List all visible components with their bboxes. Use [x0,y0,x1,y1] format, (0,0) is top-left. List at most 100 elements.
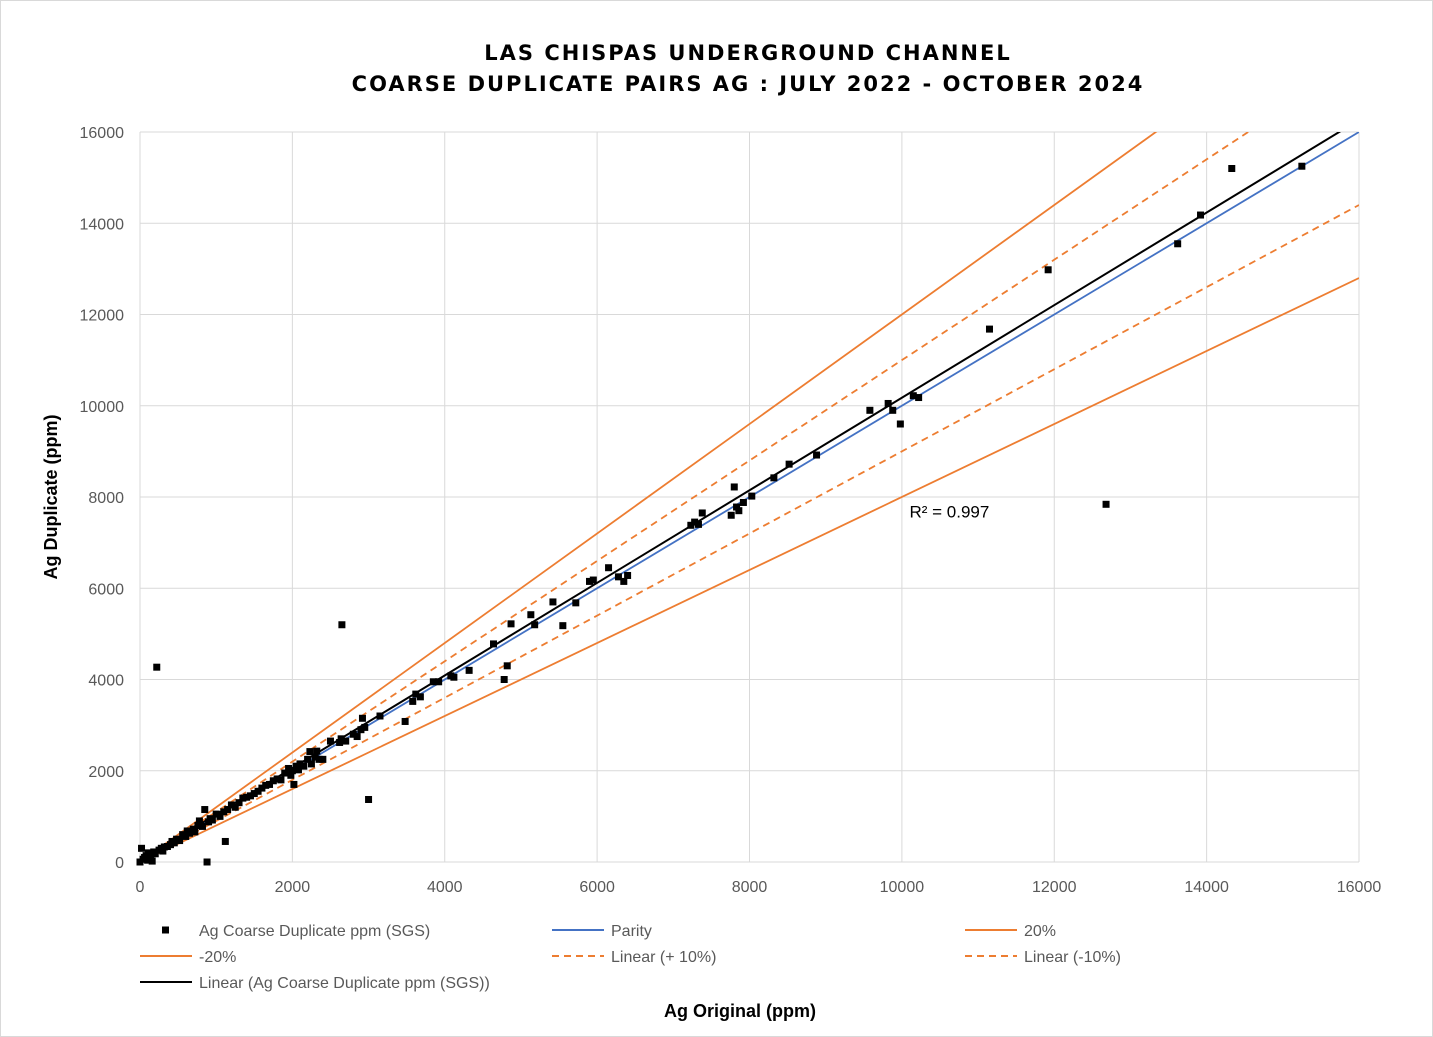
data-point [290,780,298,788]
y-tick-label: 6000 [88,581,124,598]
data-point [770,474,778,482]
x-tick-label: 12000 [1032,879,1077,896]
data-point [1044,266,1052,274]
data-point [138,844,146,852]
data-point [691,518,699,526]
data-point [500,676,508,683]
data-point [586,577,594,585]
data-point [866,406,874,414]
legend-label-linear-ag-coarse-duplicate-ppm-sgs: Linear (Ag Coarse Duplicate ppm (SGS)) [199,975,490,992]
y-tick-label: 8000 [88,490,124,507]
y-axis-ticks: 0 2000 4000 6000 8000 10000 12000 14000 16000 [80,125,125,872]
data-point [201,806,209,814]
series-line-20 [140,277,1359,862]
data-point [490,640,498,648]
data-point [224,806,232,814]
data-point [416,693,424,701]
data-point [733,503,741,511]
data-point [1102,500,1110,508]
data-point [336,738,344,746]
data-point [191,828,199,836]
data-point [614,573,622,581]
data-point [243,793,251,801]
r-squared-annotation: R² = 0.997 [909,503,989,522]
data-point [159,847,167,855]
data-point [1228,165,1236,172]
data-point [909,392,917,400]
chart-title-line-1: LAS CHISPAS UNDERGROUND CHANNEL [484,41,1011,65]
data-point [300,762,308,770]
data-point [727,511,735,519]
x-axis-label: Ag Original (ppm) [664,1001,816,1021]
y-tick-label: 0 [115,855,124,872]
data-point [572,599,580,607]
chart-title-line-2: COARSE DUPLICATE PAIRS AG : JULY 2022 - … [352,72,1145,96]
data-point [304,755,312,763]
data-point [277,776,285,784]
data-point [353,733,361,741]
data-point [231,803,239,811]
data-point [216,812,224,820]
legend-label-20: 20% [1024,923,1056,940]
data-point [212,810,220,818]
data-point [186,829,194,837]
data-point [296,760,304,768]
data-point [203,858,211,866]
series-line-linear-10 [140,204,1359,862]
x-tick-label: 0 [136,879,145,896]
y-tick-label: 12000 [80,308,125,325]
x-tick-label: 14000 [1184,879,1229,896]
data-point [313,747,321,755]
legend-label-20: -20% [199,949,236,966]
y-tick-label: 10000 [80,399,125,416]
legend: Ag Coarse Duplicate ppm (SGS) Parity 20% -2… [140,923,1121,992]
data-point [294,766,302,774]
data-point [176,837,184,845]
data-point [306,748,314,756]
data-point [365,795,373,803]
legend-label-linear-10: Linear (+ 10%) [611,949,716,966]
y-tick-label: 2000 [88,764,124,781]
x-tick-label: 16000 [1337,879,1382,896]
data-point [153,663,161,671]
data-point [376,712,384,720]
data-point [531,621,539,629]
data-point [281,769,289,777]
data-point [342,737,350,745]
data-point [227,801,235,809]
x-tick-label: 8000 [732,879,768,896]
data-point [288,767,296,775]
scatter-points [136,162,1306,866]
x-axis-ticks: 0 2000 4000 6000 8000 10000 12000 14000 16000 [136,879,1382,896]
y-tick-label: 16000 [80,125,125,142]
data-point [337,735,345,743]
legend-label-ag-coarse-duplicate-ppm-sgs: Ag Coarse Duplicate ppm (SGS) [199,923,430,940]
data-point [694,520,702,528]
data-point [735,507,743,515]
data-point [315,755,323,763]
data-point [605,564,613,572]
data-point [1174,240,1182,248]
plot-area [136,132,1359,866]
series-line-20 [140,132,1158,862]
data-point [254,787,262,795]
data-point [170,839,178,847]
data-point [1197,211,1205,219]
data-point [985,325,993,333]
data-point [262,781,270,789]
data-point [429,678,437,686]
data-point [235,799,243,807]
data-point [813,451,821,459]
gridlines [139,131,1360,863]
data-point [401,717,409,725]
data-point [465,666,473,674]
data-point [549,598,557,606]
data-point [884,399,892,407]
data-point [239,794,247,802]
data-point [503,662,511,670]
data-point [620,577,628,585]
x-tick-label: 2000 [275,879,311,896]
legend-swatch-ag-coarse-duplicate-ppm-sgs [162,926,169,934]
data-point [182,832,190,840]
